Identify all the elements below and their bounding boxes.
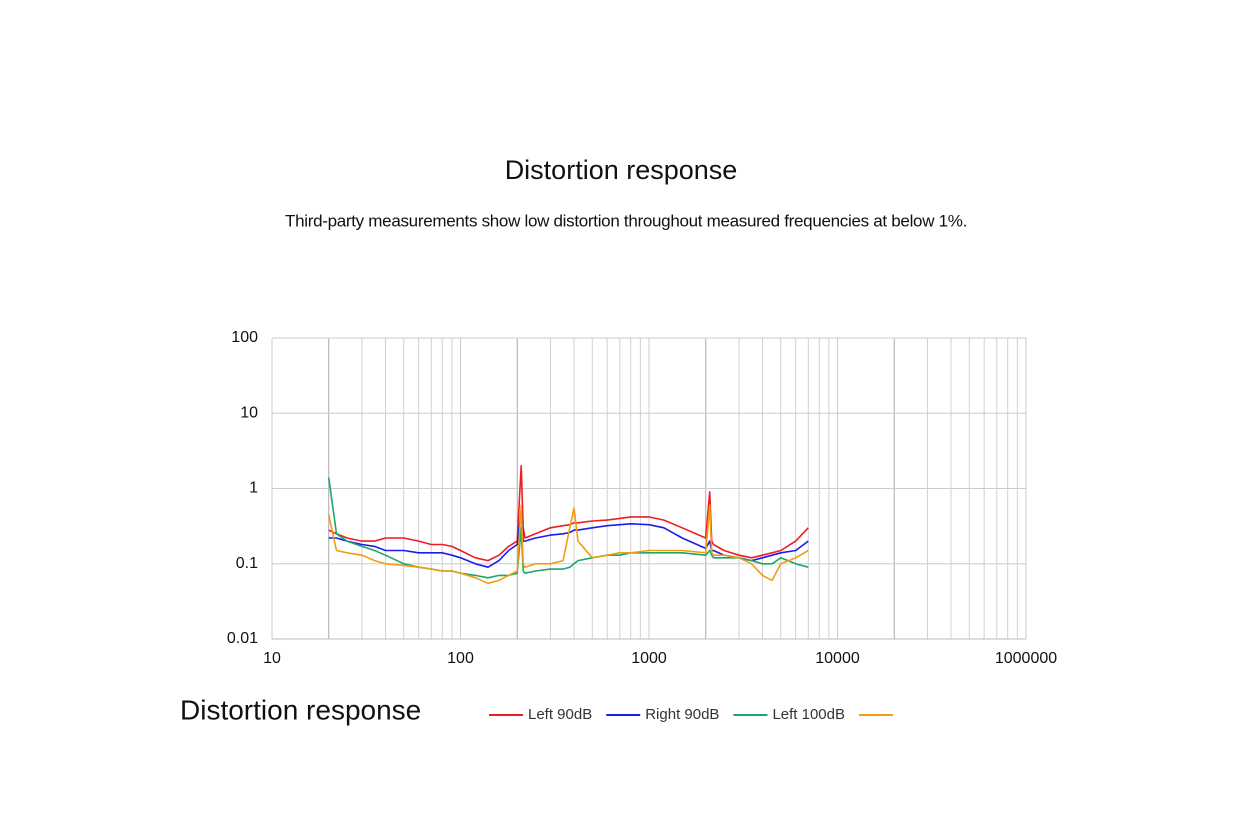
x-tick-label: 10 xyxy=(263,650,281,667)
x-tick-label: 1000000 xyxy=(995,650,1057,667)
legend-label: Left 90dB xyxy=(528,706,592,723)
legend-label: Left 100dB xyxy=(772,706,845,723)
y-tick-label: 1 xyxy=(249,480,258,497)
y-tick-label: 10 xyxy=(240,404,258,421)
chart-title: Distortion response xyxy=(180,694,421,725)
x-tick-label: 100 xyxy=(447,650,474,667)
page-heading: Distortion response xyxy=(505,155,738,185)
y-tick-label: 0.01 xyxy=(227,630,258,647)
series-line xyxy=(327,504,809,585)
x-tick-label: 10000 xyxy=(815,650,860,667)
series-line xyxy=(328,510,809,568)
y-tick-label: 0.1 xyxy=(236,555,258,572)
x-tick-label: 1000 xyxy=(631,650,667,667)
legend-label: Right 90dB xyxy=(645,706,719,723)
series-line xyxy=(327,477,809,579)
page-description: Third-party measurements show low distor… xyxy=(285,211,967,230)
y-tick-label: 100 xyxy=(231,329,258,346)
series-line xyxy=(328,465,809,562)
